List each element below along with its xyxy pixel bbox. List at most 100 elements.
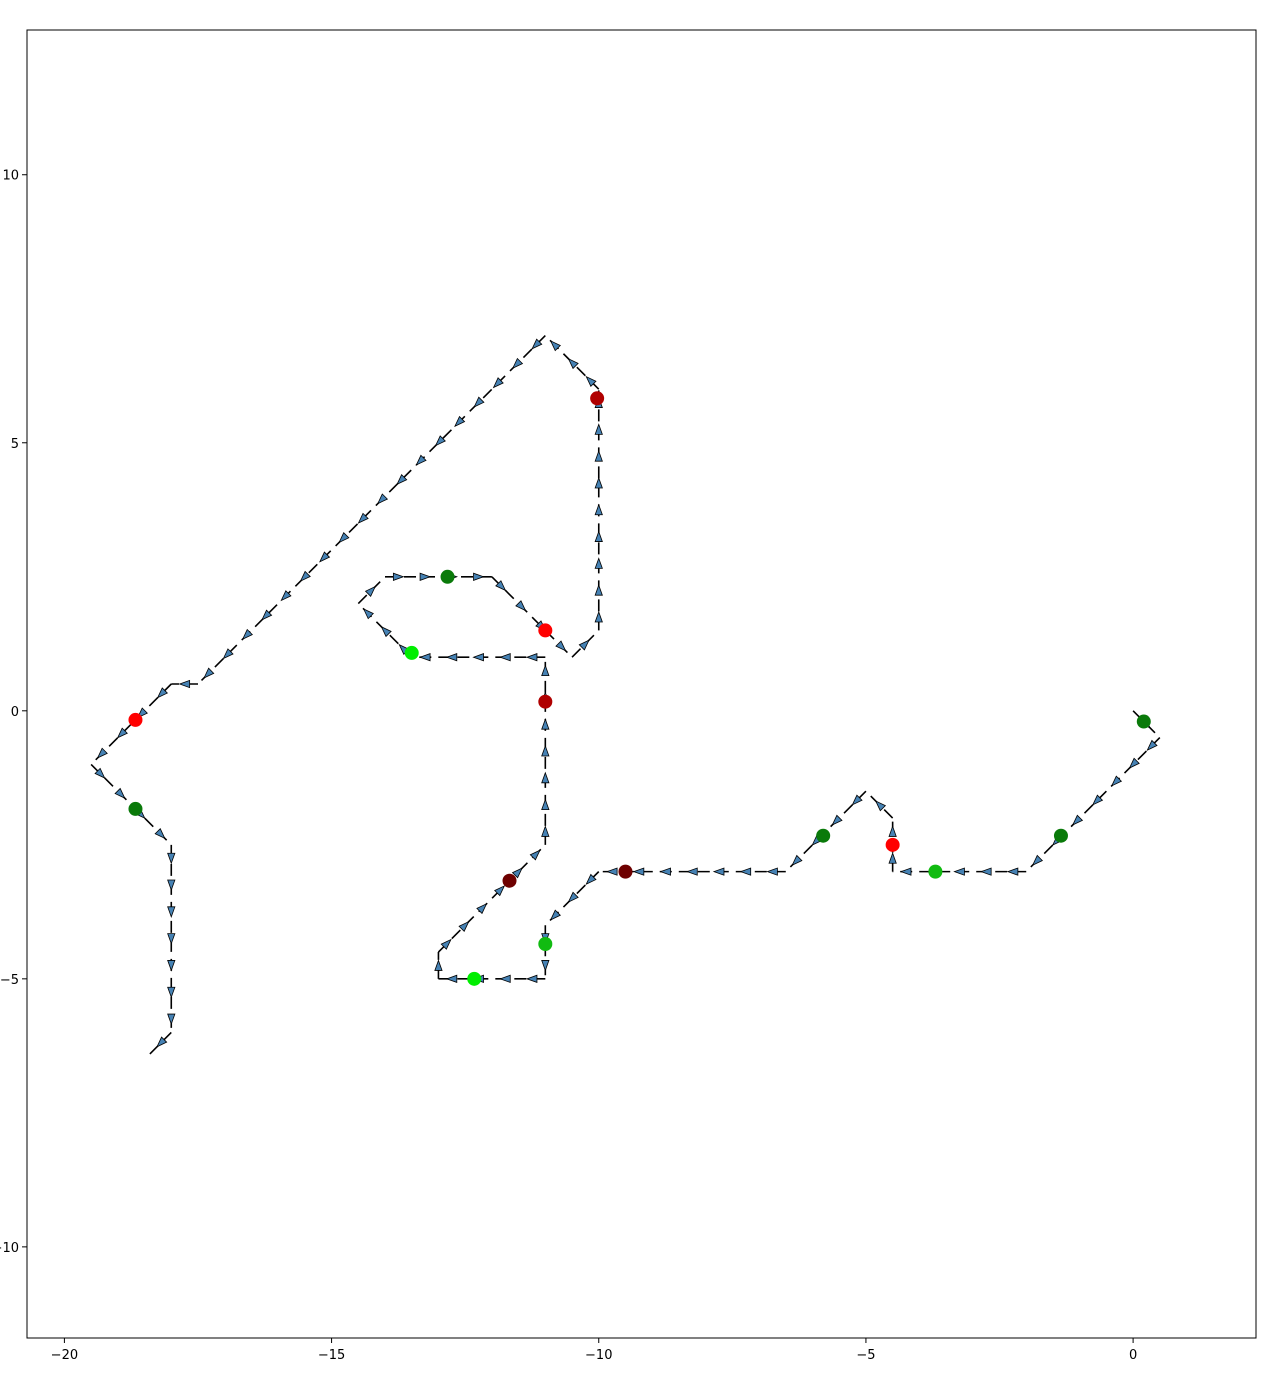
direction-arrow (567, 891, 579, 903)
direction-arrow (167, 906, 176, 919)
direction-arrow (541, 771, 550, 784)
direction-arrow (167, 986, 176, 999)
path-segment (1132, 710, 1161, 739)
direction-arrow (1146, 739, 1158, 751)
direction-arrow (434, 435, 446, 447)
waypoint-marker (885, 837, 900, 852)
direction-arrow (392, 572, 405, 581)
direction-arrow (515, 600, 527, 612)
direction-arrow (1128, 757, 1140, 769)
waypoint-marker (1136, 714, 1151, 729)
x-tick-label: −15 (318, 1348, 345, 1363)
direction-arrow (525, 653, 538, 662)
direction-arrow (511, 867, 523, 879)
direction-arrow (473, 572, 485, 581)
direction-arrow (476, 902, 488, 915)
waypoint-marker (538, 694, 553, 709)
direction-arrow (791, 854, 803, 866)
direction-arrow (541, 798, 550, 811)
direction-arrow (418, 653, 431, 662)
direction-arrow (594, 530, 603, 542)
direction-arrow (454, 415, 466, 428)
direction-arrow (299, 570, 311, 582)
x-tick-label: −5 (856, 1348, 875, 1363)
y-tick-label: 5 (11, 437, 19, 452)
direction-arrow (178, 679, 191, 689)
path-segment (357, 576, 386, 605)
waypoint-marker (404, 645, 419, 660)
waypoint-marker (590, 391, 605, 406)
direction-arrow (594, 423, 603, 435)
direction-arrow (338, 532, 350, 544)
waypoint-marker (1053, 828, 1068, 843)
direction-arrow (888, 825, 897, 837)
direction-arrow (96, 747, 108, 759)
y-tick-label: −10 (0, 1241, 19, 1256)
direction-arrow (362, 608, 374, 620)
direction-arrow (529, 849, 541, 861)
path-segment (197, 334, 546, 685)
direction-arrow (472, 653, 484, 662)
direction-arrow (594, 503, 603, 516)
y-tick-label: 0 (11, 705, 19, 720)
direction-arrow (415, 454, 427, 466)
direction-arrow (419, 572, 432, 581)
plot-area (26, 29, 1257, 1339)
waypoint-marker (467, 971, 482, 986)
direction-arrow (1006, 867, 1019, 876)
waypoint-marker (440, 569, 455, 584)
direction-arrow (594, 610, 603, 623)
direction-arrow (594, 557, 603, 569)
direction-arrow (541, 825, 550, 837)
y-axis-ticks: 10 5 0 −5 −10 (0, 169, 27, 1256)
direction-arrow (541, 718, 550, 730)
waypoint-marker (618, 864, 633, 879)
waypoint-marker (128, 712, 143, 727)
x-tick-label: −10 (585, 1348, 612, 1363)
direction-arrow (167, 879, 176, 892)
arrow-layer (94, 338, 1158, 1048)
direction-arrow (851, 794, 863, 806)
direction-arrow (495, 580, 507, 592)
direction-arrow (167, 933, 176, 945)
path-segment (437, 844, 546, 953)
direction-arrow (549, 909, 561, 921)
direction-arrow (659, 867, 671, 876)
direction-arrow (512, 357, 524, 369)
direction-arrow (473, 396, 485, 408)
direction-arrow (222, 648, 234, 660)
path-segment (865, 790, 894, 819)
direction-arrow (632, 867, 645, 876)
direction-arrow (445, 653, 458, 662)
direction-arrow (594, 584, 603, 596)
direction-arrow (899, 867, 912, 876)
direction-arrow (1092, 794, 1104, 806)
waypoint-marker (128, 801, 143, 816)
path-segment (571, 629, 600, 658)
direction-arrow (380, 626, 392, 638)
direction-arrow (154, 828, 166, 840)
direction-arrow (261, 609, 273, 621)
y-tick-label: −5 (0, 973, 19, 988)
direction-arrow (319, 551, 331, 563)
direction-arrow (116, 727, 128, 739)
direction-arrow (739, 867, 752, 876)
direction-arrow (396, 473, 408, 486)
direction-arrow (874, 800, 887, 812)
direction-arrow (167, 852, 176, 865)
direction-arrow (445, 974, 458, 984)
direction-arrow (280, 590, 292, 602)
direction-arrow (492, 377, 504, 389)
direction-arrow (541, 960, 550, 972)
waypoint-marker (538, 936, 553, 951)
direction-arrow (499, 653, 511, 662)
direction-arrow (376, 493, 389, 505)
direction-arrow (1031, 854, 1044, 866)
direction-arrow (888, 852, 897, 864)
direction-arrow (434, 959, 443, 971)
direction-arrow (1110, 775, 1123, 787)
y-tick-label: 10 (2, 169, 19, 184)
waypoint-marker (928, 864, 943, 879)
direction-arrow (979, 867, 992, 876)
